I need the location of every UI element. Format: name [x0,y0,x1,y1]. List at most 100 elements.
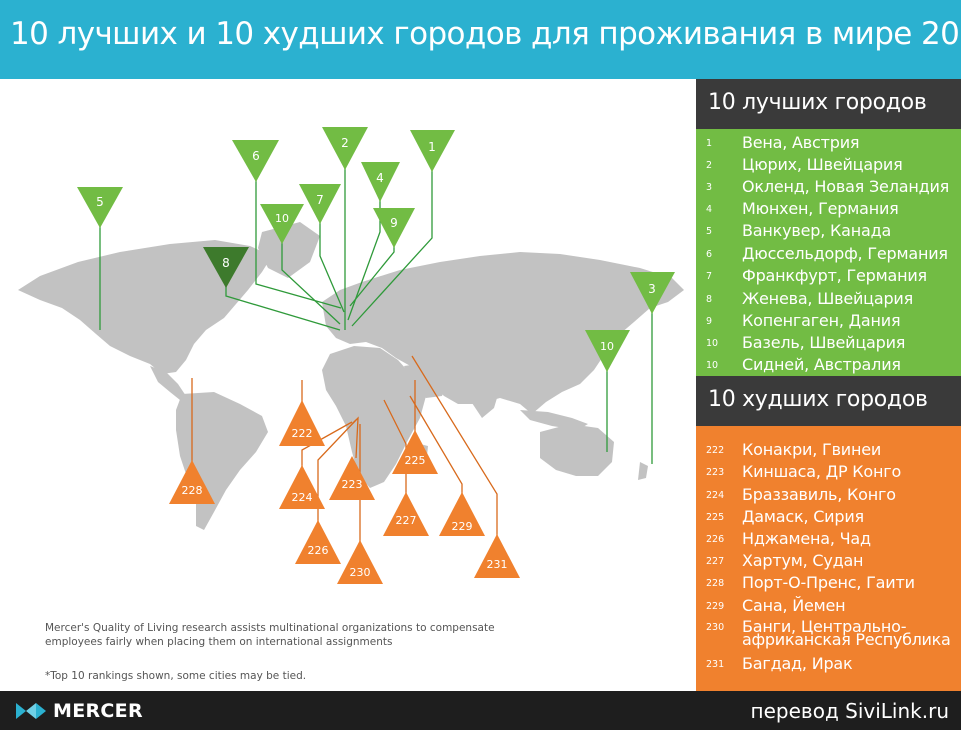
marker-worst-222: 222 [279,400,325,446]
arabia-shape [404,362,448,398]
marker-worst-222-label: 222 [292,427,313,440]
list-item: 227 Хартум, Судан [696,550,961,572]
marker-worst-231-label: 231 [487,558,508,571]
marker-worst-223-label: 223 [342,478,363,491]
north-america-shape [18,240,272,374]
city-name: Цюрих, Швейцария [742,155,903,174]
city-name: Женева, Швейцария [742,289,914,308]
city-name: Багдад, Ирак [742,654,853,673]
marker-worst-228: 228 [169,460,215,504]
rank: 228 [706,578,725,589]
rank: 6 [706,249,713,260]
list-item: 223 Киншаса, ДР Конго [696,461,961,483]
worst-panel-header: 10 худших городов [696,376,961,426]
list-item: 228 Порт-О-Пренс, Гаити [696,572,961,594]
best-markers: 1 2 3 4 5 6 7 8 9 10 10 [77,127,675,372]
rank: 224 [706,490,725,501]
city-name: Окленд, Новая Зеландия [742,177,950,196]
connector-worst-227 [383,399,407,496]
rank: 223 [706,467,725,478]
rank: 230 [706,622,725,633]
city-name: Банги, Центрально- [742,617,907,636]
marker-worst-230: 230 [337,540,383,584]
city-name: Базель, Швейцария [742,333,906,352]
marker-worst-226-label: 226 [308,544,329,557]
marker-best-8: 8 [203,247,249,288]
marker-best-7-label: 7 [316,193,324,207]
marker-best-5-label: 5 [96,195,104,209]
marker-best-8-label: 8 [222,256,230,270]
marker-best-2-label: 2 [341,136,349,150]
worst-panel-title: 10 худших городов [708,387,928,412]
worst-cities-list: 222 Конакри, Гвинеи 223 Киншаса, ДР Конго … [696,426,961,691]
city-name: Хартум, Судан [742,551,864,570]
rank: 9 [706,316,713,327]
city-name: Сидней, Австралия [742,355,901,374]
connector-best-10a [281,242,341,325]
city-name: Дамаск, Сирия [742,507,864,526]
list-item: 229 Сана, Йемен [696,595,961,617]
marker-best-6: 6 [232,140,279,182]
city-name: Конакри, Гвинеи [742,440,882,459]
list-item: 9 Копенгаген, Дания [696,310,961,332]
connector-worst-231 [411,355,498,550]
city-name: Сана, Йемен [742,596,846,615]
city-name: Браззавиль, Конго [742,485,896,504]
connector-best-8 [225,286,341,331]
marker-best-6-label: 6 [252,149,260,163]
marker-worst-227: 227 [383,492,429,536]
marker-worst-230-label: 230 [350,566,371,579]
connector-best-1 [351,170,433,327]
india-shape [460,370,500,418]
best-panel-header: 10 лучших городов [696,79,961,129]
rank: 229 [706,601,725,612]
list-item: 5 Ванкувер, Канада [696,220,961,242]
list-item: 225 Дамаск, Сирия [696,506,961,528]
africa-shape [322,346,426,488]
marker-worst-229-label: 229 [452,520,473,533]
city-name: Мюнхен, Германия [742,199,899,218]
translation-credit: перевод SiviLink.ru [750,699,949,723]
list-item: 4 Мюнхен, Германия [696,198,961,220]
marker-worst-231: 231 [474,534,520,578]
rank: 4 [706,204,713,215]
marker-worst-224-label: 224 [292,491,313,504]
eurasia-shape [322,252,684,414]
mercer-logo-text: MERCER [53,700,143,722]
marker-worst-225-label: 225 [405,454,426,467]
rank: 225 [706,512,725,523]
marker-worst-227-label: 227 [396,514,417,527]
list-item: 231 Багдад, Ирак [696,653,961,675]
marker-best-1: 1 [410,130,455,172]
city-name: Вена, Австрия [742,133,860,152]
list-item: 3 Окленд, Новая Зеландия [696,176,961,198]
list-item: 8 Женева, Швейцария [696,288,961,310]
best-cities-list: 1 Вена, Австрия 2 Цюрих, Швейцария 3 Окленд… [696,129,961,376]
rank: 10 [706,338,719,349]
footnote: *Top 10 rankings shown, some cities may … [45,670,307,682]
list-item: 6 Дюссельдорф, Германия [696,243,961,265]
footer-bar: MERCER перевод SiviLink.ru [0,691,961,730]
marker-best-9: 9 [373,208,415,248]
best-connectors [99,168,653,464]
city-name: Ванкувер, Канада [742,221,892,240]
rank: 1 [706,138,713,149]
marker-worst-223: 223 [329,456,375,500]
marker-best-7: 7 [299,184,341,224]
marker-best-3: 3 [630,272,675,314]
city-name-continued: африканская Республика [742,630,951,649]
list-item: 10 Сидней, Австралия [696,354,961,376]
marker-best-10b: 10 [585,330,630,372]
rank: 2 [706,160,713,171]
connector-best-6 [255,180,342,309]
rank: 226 [706,534,725,545]
rank: 5 [706,226,713,237]
marker-best-9-label: 9 [390,216,398,230]
marker-worst-226: 226 [295,520,341,564]
rank: 227 [706,556,725,567]
central-america-shape [150,366,186,400]
list-item: 10 Базель, Швейцария [696,332,961,354]
marker-best-2: 2 [322,127,368,170]
page-title: 10 лучших и 10 худших городов для прожив… [10,16,961,52]
marker-best-4-label: 4 [376,171,384,185]
